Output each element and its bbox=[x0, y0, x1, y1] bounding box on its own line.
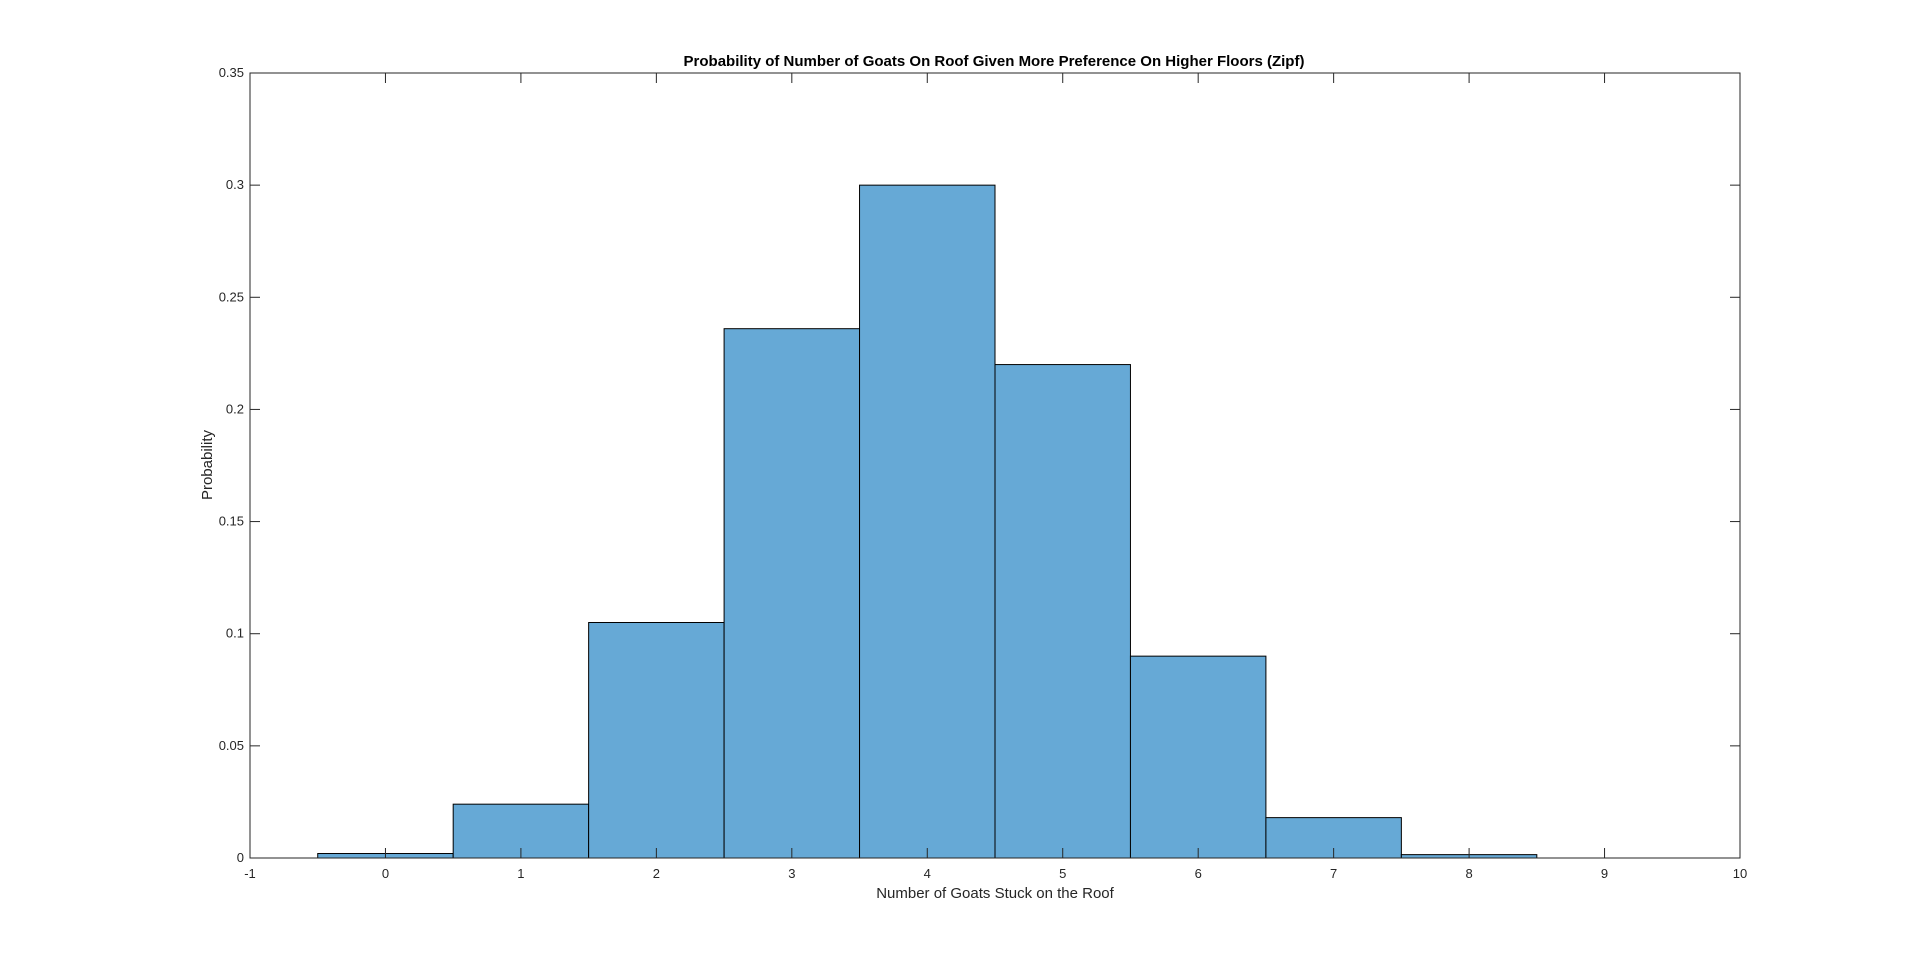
bars-group bbox=[317, 184, 1538, 859]
x-tick-label: 6 bbox=[1195, 866, 1202, 881]
x-tick-label: 10 bbox=[1733, 866, 1747, 881]
x-tick-label: 7 bbox=[1330, 866, 1337, 881]
x-tick-label: 4 bbox=[924, 866, 931, 881]
x-tick-label: 0 bbox=[382, 866, 389, 881]
x-axis-label: Number of Goats Stuck on the Roof bbox=[876, 885, 1114, 902]
x-tick-label: 3 bbox=[788, 866, 795, 881]
x-tick-label: 9 bbox=[1601, 866, 1608, 881]
x-tick-label: 5 bbox=[1059, 866, 1066, 881]
y-tick-label: 0 bbox=[237, 850, 244, 865]
x-tick-label: 1 bbox=[517, 866, 524, 881]
y-tick-label: 0.3 bbox=[226, 177, 244, 192]
y-tick-label: 0.35 bbox=[219, 65, 244, 80]
bar-3 bbox=[723, 328, 861, 859]
bar-6 bbox=[1129, 655, 1267, 859]
bar-4 bbox=[859, 184, 996, 859]
y-tick-label: 0.25 bbox=[219, 289, 244, 304]
y-tick-label: 0.05 bbox=[219, 738, 244, 753]
x-tick-label: 8 bbox=[1465, 866, 1472, 881]
axes-box bbox=[249, 72, 1741, 859]
y-tick-label: 0.1 bbox=[226, 626, 244, 641]
y-ticks-group: 0 0.05 0.1 0.15 0.2 0.25 0.3 0.35 bbox=[219, 65, 1740, 865]
bar-5 bbox=[994, 364, 1131, 859]
x-tick-label: -1 bbox=[244, 866, 256, 881]
y-axis-label: Probability bbox=[199, 429, 216, 500]
bar-2 bbox=[588, 622, 725, 859]
y-tick-label: 0.15 bbox=[219, 514, 244, 529]
y-tick-label: 0.2 bbox=[226, 401, 244, 416]
x-ticks-group: -1 0 1 2 3 4 5 6 7 8 9 10 bbox=[244, 73, 1747, 881]
chart-title: Probability of Number of Goats On Roof G… bbox=[684, 53, 1305, 70]
x-tick-label: 2 bbox=[653, 866, 660, 881]
